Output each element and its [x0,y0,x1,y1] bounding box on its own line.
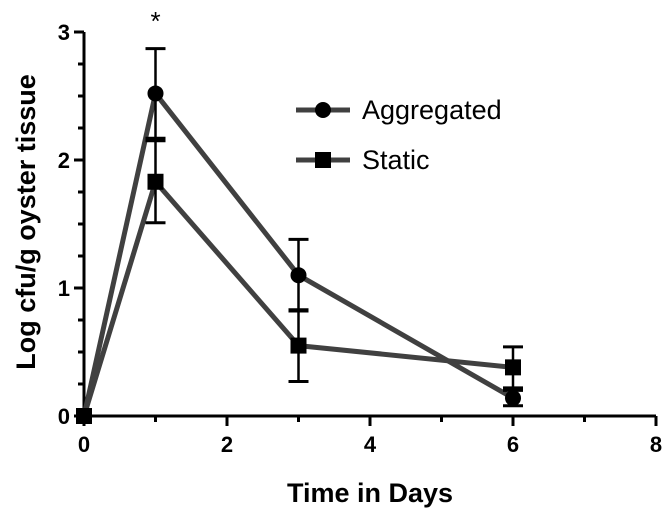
legend-item-aggregated: Aggregated [296,95,502,125]
data-point-aggregated [290,267,307,284]
x-tick-label: 2 [221,432,233,457]
x-tick-label: 0 [78,432,90,457]
series-line-static [81,179,514,417]
data-point-static [290,337,307,354]
series-static [76,139,523,424]
x-tick-label: 6 [507,432,519,457]
data-point-static [147,173,164,190]
x-axis-label: Time in Days [287,478,453,508]
data-point-static [76,408,92,424]
data-point-aggregated [505,390,521,407]
y-axis-label: Log cfu/g oyster tissue [11,74,41,370]
legend-marker [315,102,331,118]
y-tick-label: 0 [58,404,70,429]
x-tick-label: 4 [364,432,377,457]
y-tick-label: 1 [58,276,70,301]
significance-annotation: * [150,6,160,36]
legend-label: Static [362,145,430,175]
data-point-aggregated [147,85,164,102]
series-layer: * [76,6,523,424]
x-tick-label: 8 [650,432,662,457]
legend-item-static: Static [296,145,430,175]
legend: Aggregated Static [296,95,502,175]
series-line-aggregated [81,90,515,417]
data-point-static [505,359,521,376]
axes: 0 1 2 3 0 2 4 6 8 [58,20,662,457]
legend-marker [315,152,331,168]
y-tick-label: 3 [58,20,70,45]
legend-label: Aggregated [362,95,502,125]
y-tick-label: 2 [58,148,70,173]
